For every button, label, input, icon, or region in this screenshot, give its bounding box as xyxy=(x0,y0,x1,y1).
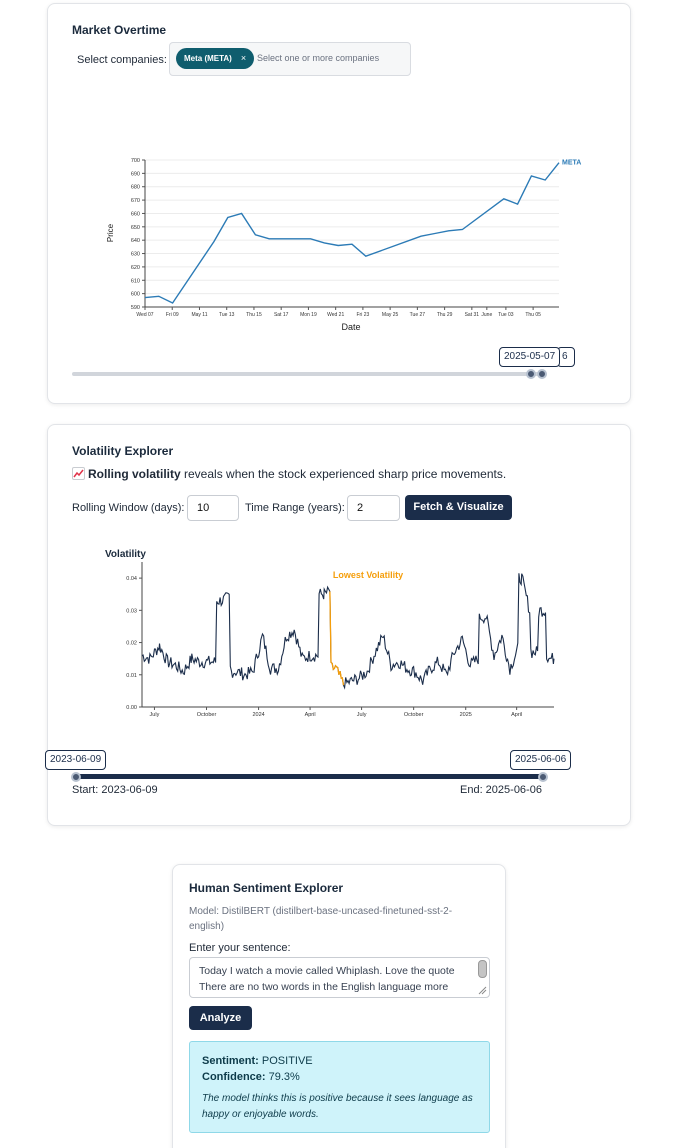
vol-range-track[interactable] xyxy=(76,774,543,779)
price-xtick-label: Fri 09 xyxy=(166,312,179,318)
sentiment-title: Human Sentiment Explorer xyxy=(189,881,344,895)
vol-range-end-thumb[interactable] xyxy=(538,772,548,782)
price-xtick-label: Sat 31 xyxy=(465,312,480,318)
price-ytick-label: 600 xyxy=(131,292,140,298)
price-ytick-label: 640 xyxy=(131,238,140,244)
sentiment-line: Sentiment: POSITIVE xyxy=(202,1055,313,1067)
price-ytick-label: 680 xyxy=(131,185,140,191)
sentiment-value: POSITIVE xyxy=(261,1055,313,1067)
resize-handle-icon[interactable] xyxy=(478,986,487,995)
sentence-textarea[interactable]: Today I watch a movie called Whiplash. L… xyxy=(189,957,490,998)
market-range-start-thumb[interactable] xyxy=(526,369,536,379)
price-xtick-label: Tue 13 xyxy=(219,312,235,318)
textarea-scrollbar[interactable] xyxy=(478,960,487,978)
sentiment-card: Human Sentiment Explorer Model: DistilBE… xyxy=(172,864,506,1148)
sentiment-result-box: Sentiment: POSITIVE Confidence: 79.3% Th… xyxy=(189,1041,490,1133)
volatility-line xyxy=(141,573,555,690)
price-xtick-label: Thu 29 xyxy=(437,312,453,318)
intro-bold: Rolling volatility xyxy=(88,467,181,481)
vol-ytick-label: 0.03 xyxy=(126,608,137,614)
confidence-line: Confidence: 79.3% xyxy=(202,1071,300,1083)
sentence-prompt: Enter your sentence: xyxy=(189,942,291,954)
vol-slider-end-label: 2025-06-06 xyxy=(510,750,572,770)
intro-rest: reveals when the stock experienced sharp… xyxy=(180,467,507,481)
vol-xtick-label: April xyxy=(305,712,316,718)
fetch-visualize-button[interactable]: Fetch & Visualize xyxy=(405,495,512,520)
volatility-intro: Rolling volatility reveals when the stoc… xyxy=(72,467,506,481)
market-title: Market Overtime xyxy=(72,23,167,37)
price-ytick-label: 610 xyxy=(131,278,140,284)
price-xtick-label: Tue 03 xyxy=(498,312,514,318)
price-xtick-label: Mon 19 xyxy=(300,312,317,318)
price-ytick-label: 590 xyxy=(131,305,140,311)
model-info: Model: DistilBERT (distilbert-base-uncas… xyxy=(189,906,453,932)
price-chart: 590 600 610 620 630 640 650 660 670 680 690 700 Wed … xyxy=(106,158,581,332)
price-xtick-label: Tue 27 xyxy=(410,312,426,318)
price-xtick-label: May 25 xyxy=(382,312,399,318)
vol-end-text: End: 2025-06-06 xyxy=(460,784,542,796)
vol-slider-start-label: 2023-06-09 xyxy=(45,750,107,770)
price-ytick-label: 650 xyxy=(131,225,140,231)
price-xtick-label: Wed 21 xyxy=(327,312,344,318)
vol-xtick-label: July xyxy=(357,712,367,718)
select-companies-label: Select companies: xyxy=(77,54,167,66)
price-xtick-label: Sat 17 xyxy=(274,312,289,318)
rolling-window-input[interactable]: 10 xyxy=(187,495,239,521)
confidence-value: 79.3% xyxy=(268,1071,300,1083)
confidence-label: Confidence: xyxy=(202,1071,266,1083)
price-xtick-label: June xyxy=(481,312,492,318)
sentiment-explanation: The model thinks this is positive becaus… xyxy=(202,1093,473,1120)
series-label-meta: META xyxy=(562,160,581,167)
price-y-axis-label: Price xyxy=(106,223,115,242)
sentiment-label: Sentiment: xyxy=(202,1055,259,1067)
volatility-chart: Volatility 0.00 0.01 0.02 0.03 0.04 July Octobe… xyxy=(105,549,555,718)
tag-remove-icon[interactable]: × xyxy=(240,53,247,63)
vol-xtick-label: July xyxy=(150,712,160,718)
market-range-end-thumb[interactable] xyxy=(537,369,547,379)
range-end-label: 6 xyxy=(557,347,575,367)
price-xtick-label: Thu 15 xyxy=(246,312,262,318)
chart-increasing-icon xyxy=(72,467,85,480)
sentence-text: Today I watch a movie called Whiplash. L… xyxy=(199,965,455,993)
company-multiselect[interactable]: Meta (META) × Select one or more companie… xyxy=(169,42,411,76)
lowest-volatility-segment xyxy=(329,591,345,686)
time-range-label: Time Range (years): xyxy=(245,502,345,514)
vol-start-text: Start: 2023-06-09 xyxy=(72,784,158,796)
vol-xtick-label: October xyxy=(404,712,424,718)
analyze-button[interactable]: Analyze xyxy=(189,1006,252,1030)
vol-ytick-label: 0.04 xyxy=(126,576,137,582)
lowest-volatility-label: Lowest Volatility xyxy=(333,570,403,580)
vol-ytick-label: 0.00 xyxy=(126,705,137,711)
price-ytick-label: 700 xyxy=(131,158,140,164)
time-range-input[interactable]: 2 xyxy=(347,495,400,521)
vol-xtick-label: October xyxy=(197,712,217,718)
selected-company-tag[interactable]: Meta (META) × xyxy=(176,48,255,69)
vol-ytick-label: 0.01 xyxy=(126,673,137,679)
price-xtick-label: Thu 05 xyxy=(525,312,541,318)
vol-ytick-label: 0.02 xyxy=(126,641,137,647)
vol-range-start-thumb[interactable] xyxy=(71,772,81,782)
tag-label: Meta (META) xyxy=(184,54,232,63)
vol-xtick-label: April xyxy=(511,712,522,718)
price-ytick-label: 620 xyxy=(131,265,140,271)
price-ytick-label: 630 xyxy=(131,252,140,258)
market-range-track[interactable] xyxy=(72,372,546,376)
price-ytick-label: 690 xyxy=(131,171,140,177)
range-start-label: 2025-05-07 xyxy=(499,347,561,367)
multiselect-placeholder: Select one or more companies xyxy=(257,53,380,63)
volatility-title: Volatility Explorer xyxy=(72,444,174,458)
price-xtick-label: Fri 23 xyxy=(357,312,370,318)
price-ytick-label: 660 xyxy=(131,211,140,217)
price-x-axis-label: Date xyxy=(341,322,360,332)
price-xtick-label: Wed 07 xyxy=(136,312,153,318)
price-ytick-label: 670 xyxy=(131,198,140,204)
price-xtick-label: May 11 xyxy=(191,312,207,318)
meta-price-line xyxy=(144,162,560,304)
vol-xtick-label: 2024 xyxy=(252,712,264,718)
volatility-y-axis-label: Volatility xyxy=(105,549,146,560)
market-overtime-card: Market Overtime Select companies: Meta (… xyxy=(47,3,631,404)
vol-xtick-label: 2025 xyxy=(460,712,472,718)
rolling-window-label: Rolling Window (days): xyxy=(72,502,185,514)
